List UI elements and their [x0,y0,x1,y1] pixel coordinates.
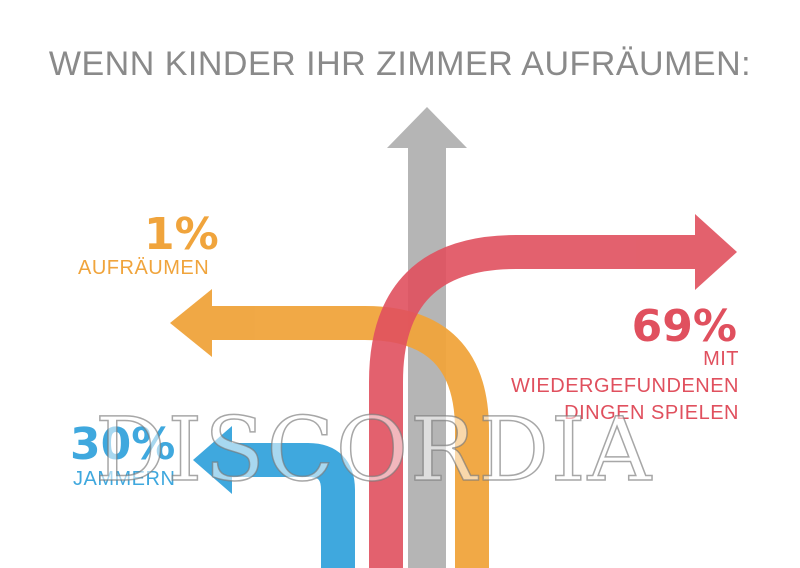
percent-jammern: 30% [70,419,176,470]
label-spielen-line2: WIEDERGEFUNDENEN [510,375,739,397]
percent-spielen: 69% [631,301,737,352]
label-spielen-line1: MIT [703,348,739,370]
label-jammern: JAMMERN [73,468,176,490]
blue-left-arrow-jammern [193,426,355,568]
red-right-arrow-spielen [369,214,737,568]
page-title: WENN KINDER IHR ZIMMER AUFRÄUMEN: [48,45,752,83]
watermark-text: DISCORDIA [94,397,654,502]
percent-aufraeumen: 1% [144,209,219,260]
label-aufraeumen: AUFRÄUMEN [78,257,210,279]
label-spielen-line3: DINGEN SPIELEN [564,402,739,424]
